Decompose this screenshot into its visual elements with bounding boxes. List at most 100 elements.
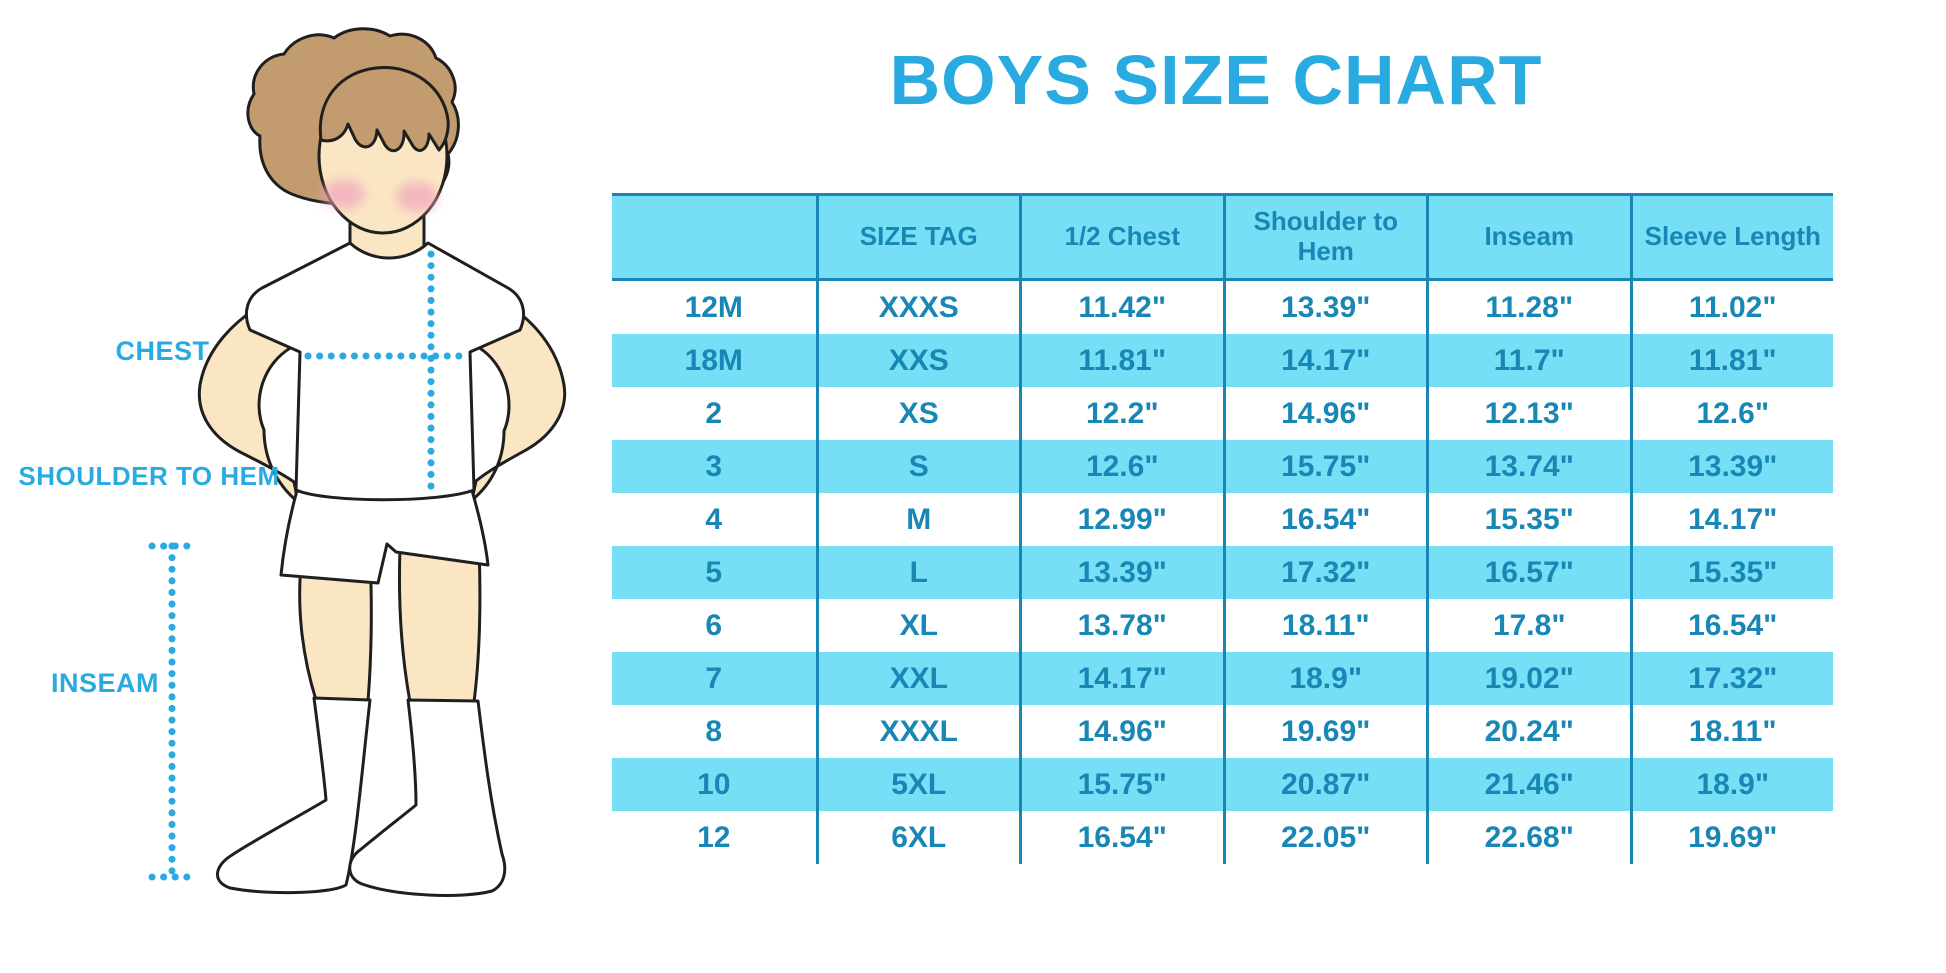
left-cheek xyxy=(323,179,365,209)
right-cheek xyxy=(396,182,438,212)
size-table: SIZE TAG 1/2 Chest Shoulder to Hem Inseam Sl… xyxy=(612,193,1833,864)
cell-size-tag: XXL xyxy=(815,652,1020,705)
cell-half-chest: 11.81" xyxy=(1019,334,1223,387)
cell-size: 10 xyxy=(697,767,731,801)
cell-sleeve-length: 13.39" xyxy=(1629,440,1834,493)
cell-size-tag: 6XL xyxy=(815,811,1020,864)
cell-size: 12M xyxy=(684,290,743,324)
table-row-7: 7 XXL 14.17" 18.9" 19.02" 17.32" xyxy=(612,652,1833,705)
cell-shoulder-to-hem: 14.96" xyxy=(1222,387,1427,440)
cell-inseam: 13.74" xyxy=(1426,440,1630,493)
cell-half-chest: 13.39" xyxy=(1019,546,1223,599)
cell-inseam: 22.68" xyxy=(1426,811,1630,864)
cell-inseam: 15.35" xyxy=(1426,493,1630,546)
cell-inseam: 12.13" xyxy=(1426,387,1630,440)
cell-inseam: 11.28" xyxy=(1426,281,1630,334)
cell-sleeve-length: 19.69" xyxy=(1629,811,1834,864)
size-table-body: 12M XXXS 11.42" 13.39" 11.28" 11.02" 18M XXS 11.… xyxy=(612,281,1833,864)
chest-label: CHEST xyxy=(115,336,210,366)
table-row-4: 4 M 12.99" 16.54" 15.35" 14.17" xyxy=(612,493,1833,546)
left-arm xyxy=(197,298,300,504)
cell-half-chest: 16.54" xyxy=(1019,811,1223,864)
shoulder-to-hem-label: SHOULDER TO HEM xyxy=(18,461,280,491)
inseam-label: INSEAM xyxy=(50,668,159,698)
cell-size-tag: XXS xyxy=(815,334,1020,387)
measurement-figure: CHEST SHOULDER TO HEM INSEAM xyxy=(0,0,612,973)
cell-half-chest: 12.2" xyxy=(1019,387,1223,440)
table-row-5: 5 L 13.39" 17.32" 16.57" 15.35" xyxy=(612,546,1833,599)
right-sock-shoe xyxy=(348,698,507,897)
column-header-inseam: Inseam xyxy=(1426,196,1630,278)
cell-shoulder-to-hem: 18.11" xyxy=(1222,599,1427,652)
cell-shoulder-to-hem: 14.17" xyxy=(1222,334,1427,387)
measurement-lines xyxy=(148,250,466,881)
cell-inseam: 17.8" xyxy=(1426,599,1630,652)
cell-size: 4 xyxy=(705,502,723,536)
column-header-size-tag: SIZE TAG xyxy=(815,196,1020,278)
cell-shoulder-to-hem: 19.69" xyxy=(1222,705,1427,758)
cell-sleeve-length: 14.17" xyxy=(1629,493,1834,546)
cell-sleeve-length: 17.32" xyxy=(1629,652,1834,705)
cell-size-tag: M xyxy=(815,493,1020,546)
cell-size: 8 xyxy=(705,714,723,748)
page-title: BOYS SIZE CHART xyxy=(889,41,1543,119)
table-row-8: 8 XXXL 14.96" 19.69" 20.24" 18.11" xyxy=(612,705,1833,758)
table-row-10: 10 5XL 15.75" 20.87" 21.46" 18.9" xyxy=(612,758,1833,811)
cell-sleeve-length: 11.81" xyxy=(1629,334,1834,387)
cell-size-tag: XS xyxy=(815,387,1020,440)
shorts xyxy=(279,485,490,585)
hair-fringe xyxy=(318,66,450,153)
cell-half-chest: 14.17" xyxy=(1019,652,1223,705)
cell-shoulder-to-hem: 18.9" xyxy=(1222,652,1427,705)
cell-sleeve-length: 12.6" xyxy=(1629,387,1834,440)
boy-illustration xyxy=(148,27,567,897)
cell-sleeve-length: 18.9" xyxy=(1629,758,1834,811)
cell-size: 6 xyxy=(705,608,723,642)
cell-half-chest: 13.78" xyxy=(1019,599,1223,652)
table-row-18m: 18M XXS 11.81" 14.17" 11.7" 11.81" xyxy=(612,334,1833,387)
cell-shoulder-to-hem: 13.39" xyxy=(1222,281,1427,334)
right-leg xyxy=(397,546,482,704)
cell-half-chest: 12.6" xyxy=(1019,440,1223,493)
cell-half-chest: 15.75" xyxy=(1019,758,1223,811)
table-row-12m: 12M XXXS 11.42" 13.39" 11.28" 11.02" xyxy=(612,281,1833,334)
cell-sleeve-length: 18.11" xyxy=(1629,705,1834,758)
table-row-2: 2 XS 12.2" 14.96" 12.13" 12.6" xyxy=(612,387,1833,440)
column-header-half-chest: 1/2 Chest xyxy=(1019,196,1223,278)
column-header-shoulder-to-hem: Shoulder to Hem xyxy=(1222,196,1427,278)
column-header-sleeve-length: Sleeve Length xyxy=(1629,196,1834,278)
cell-size-tag: XL xyxy=(815,599,1020,652)
table-row-12: 12 6XL 16.54" 22.05" 22.68" 19.69" xyxy=(612,811,1833,864)
cell-sleeve-length: 15.35" xyxy=(1629,546,1834,599)
cell-sleeve-length: 16.54" xyxy=(1629,599,1834,652)
cell-shoulder-to-hem: 17.32" xyxy=(1222,546,1427,599)
cell-inseam: 19.02" xyxy=(1426,652,1630,705)
cell-shoulder-to-hem: 20.87" xyxy=(1222,758,1427,811)
cell-size: 7 xyxy=(705,661,723,695)
cell-inseam: 16.57" xyxy=(1426,546,1630,599)
cell-inseam: 21.46" xyxy=(1426,758,1630,811)
cell-size-tag: XXXS xyxy=(815,281,1020,334)
cell-size: 2 xyxy=(705,396,723,430)
table-row-3: 3 S 12.6" 15.75" 13.74" 13.39" xyxy=(612,440,1833,493)
size-table-header: SIZE TAG 1/2 Chest Shoulder to Hem Inseam Sl… xyxy=(612,193,1833,281)
cell-half-chest: 11.42" xyxy=(1019,281,1223,334)
column-header-size xyxy=(612,196,816,278)
cell-size: 12 xyxy=(697,820,731,854)
cell-half-chest: 12.99" xyxy=(1019,493,1223,546)
cell-half-chest: 14.96" xyxy=(1019,705,1223,758)
cell-size-tag: L xyxy=(815,546,1020,599)
cell-size: 5 xyxy=(705,555,723,589)
cell-inseam: 20.24" xyxy=(1426,705,1630,758)
cell-shoulder-to-hem: 15.75" xyxy=(1222,440,1427,493)
cell-size: 18M xyxy=(684,343,743,377)
cell-shoulder-to-hem: 16.54" xyxy=(1222,493,1427,546)
cell-size-tag: 5XL xyxy=(815,758,1020,811)
cell-size-tag: S xyxy=(815,440,1020,493)
cell-shoulder-to-hem: 22.05" xyxy=(1222,811,1427,864)
table-row-6: 6 XL 13.78" 18.11" 17.8" 16.54" xyxy=(612,599,1833,652)
cell-size-tag: XXXL xyxy=(815,705,1020,758)
cell-inseam: 11.7" xyxy=(1426,334,1630,387)
cell-size: 3 xyxy=(705,449,723,483)
